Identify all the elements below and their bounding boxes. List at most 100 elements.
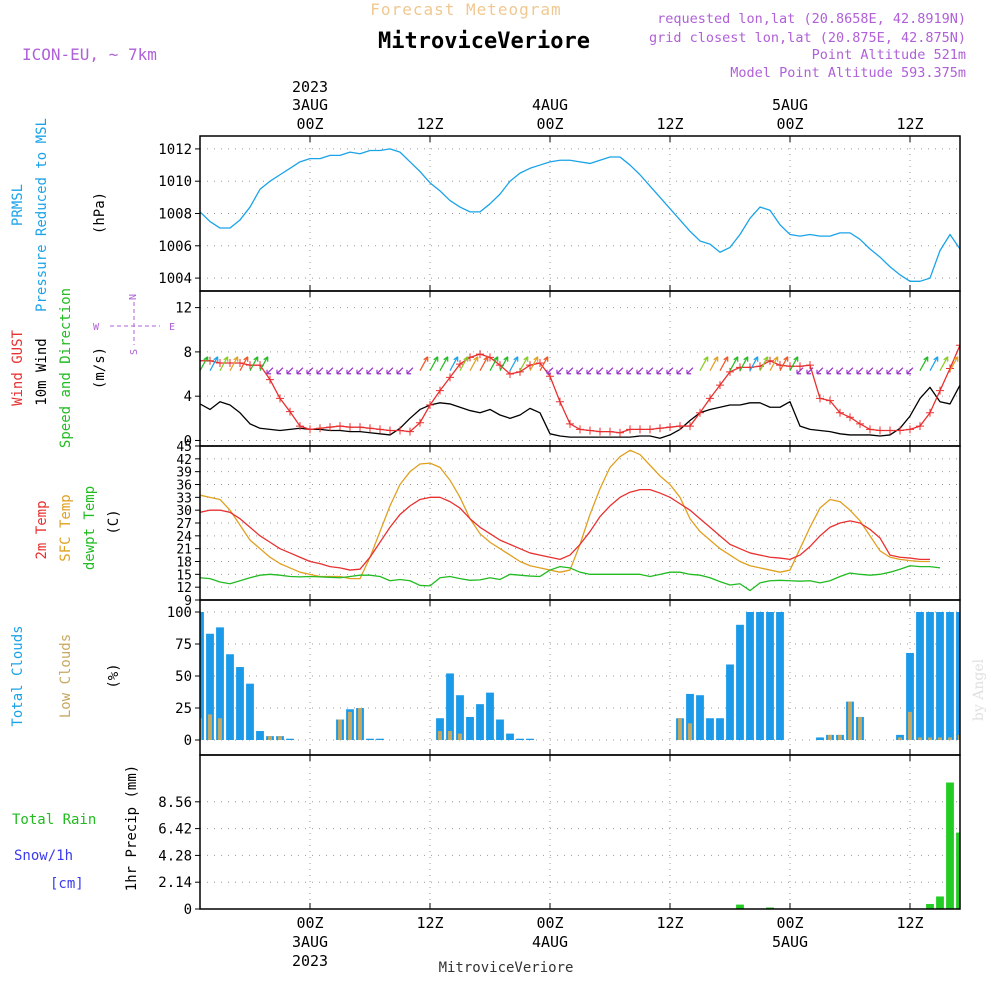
wind-arrow	[606, 367, 614, 375]
wind-gust-marker	[346, 423, 354, 432]
wind-arrow	[676, 367, 684, 375]
cloud-low-bar	[358, 708, 362, 740]
y-tick-label: 75	[175, 637, 192, 653]
wind-arrow	[449, 356, 459, 372]
wind-gust-marker	[866, 425, 874, 434]
date-label-bottom: 4AUG	[532, 933, 568, 951]
wind-arrow	[249, 356, 259, 372]
cloud-total-bar	[206, 633, 214, 740]
precip-bar	[946, 782, 954, 909]
wind-gust-marker	[896, 426, 904, 435]
data-layer	[200, 148, 978, 909]
y-tick-label: 18	[176, 556, 192, 571]
y-tick-label: 45	[176, 440, 192, 455]
wind-gust-marker	[266, 375, 274, 384]
wind-arrow	[229, 356, 239, 372]
y-tick-label: 6.42	[158, 822, 192, 838]
cloud-low-bar	[838, 734, 842, 740]
cloud-total-bar	[466, 716, 474, 740]
cloud-total-bar	[926, 612, 934, 740]
wind-arrow	[796, 367, 804, 375]
wind-gust-marker	[216, 358, 224, 367]
footer-location: MitroviceVeriore	[439, 960, 574, 976]
cloud-total-bar	[906, 652, 914, 740]
cloud-low-bar	[458, 733, 462, 740]
y-tick-label: 33	[176, 491, 192, 506]
wind-gust-marker	[846, 413, 854, 422]
date-label-top: 5AUG	[772, 96, 808, 114]
precip-snow-label: Snow/1h	[14, 848, 73, 864]
time-label-bottom: 00Z	[536, 914, 563, 932]
y-tick-label: 27	[176, 517, 192, 532]
wind-10m-label: 10m Wind	[34, 338, 50, 405]
wind-arrow	[959, 369, 960, 371]
y-tick-label: 8.56	[158, 795, 192, 811]
wind-gust-marker	[226, 358, 234, 367]
time-label-top: 00Z	[536, 115, 563, 133]
wind-arrow	[896, 367, 904, 375]
wind-gust-marker	[200, 356, 204, 365]
pressure-label-desc: Pressure Reduced to MSL	[34, 118, 50, 312]
wind-arrow	[906, 367, 914, 375]
y-tick-label: 1012	[158, 142, 192, 158]
wind-gust-marker	[436, 386, 444, 395]
cloud-total-bar	[456, 695, 464, 740]
wind-arrow	[386, 367, 394, 375]
cloud-low-bar	[218, 718, 222, 740]
wind-arrow	[266, 367, 274, 375]
cloud-total-bar	[216, 627, 224, 740]
cloud-low-bar	[338, 719, 342, 740]
cloud-low-bar	[438, 731, 442, 740]
wind-arrow	[366, 367, 374, 375]
wind-arrow	[306, 367, 314, 375]
cloud-total-bar	[286, 738, 294, 740]
wind-arrow	[970, 357, 978, 371]
wind-gust-marker	[616, 428, 624, 437]
wind-gust-marker	[956, 341, 960, 350]
wind-arrow	[656, 367, 664, 375]
cloud-total-bar	[200, 612, 204, 740]
compass-rose: N S W E	[93, 294, 175, 355]
wind-arrow	[636, 367, 644, 375]
wind-arrow	[296, 367, 304, 375]
wind-gust-marker	[476, 350, 484, 359]
closest-coords: grid closest lon,lat (20.875E, 42.875N)	[649, 30, 966, 46]
temp-dew-label: dewpt Temp	[82, 486, 98, 570]
precip-bar	[956, 832, 960, 909]
wind-arrow	[806, 367, 814, 375]
wind-gust-marker	[356, 423, 364, 432]
wind-gust-marker	[876, 426, 884, 435]
pressure-label-unit: (hPa)	[92, 192, 108, 234]
panel-frame-clouds	[199, 599, 961, 756]
wind-arrow	[489, 356, 499, 372]
wind-gust-marker	[406, 427, 414, 436]
wind-arrow	[856, 367, 864, 375]
cloud-low-bar	[918, 737, 922, 740]
year-label-top: 2023	[292, 78, 328, 96]
cloud-low-bar	[348, 711, 352, 740]
wind-arrow	[509, 356, 519, 372]
wind-arrow	[469, 356, 479, 372]
cloud-total-bar	[816, 737, 824, 740]
wind-gust-marker	[946, 364, 954, 373]
y-tick-label: 12	[176, 581, 192, 596]
wind-gust-marker	[706, 394, 714, 403]
wind-arrow	[789, 356, 799, 372]
wind-gust-marker	[926, 408, 934, 417]
time-label-bottom: 12Z	[896, 914, 923, 932]
wind-arrow	[749, 356, 759, 372]
wind-gust-marker	[426, 401, 434, 410]
cloud-low-bar	[948, 737, 952, 740]
chart-subtitle: Forecast Meteogram	[370, 0, 561, 19]
wind-arrow	[646, 367, 654, 375]
wind-gust-marker	[446, 373, 454, 382]
compass-n: N	[128, 294, 139, 300]
wind-arrow	[929, 356, 939, 372]
wind-dir-label: Speed and Direction	[58, 288, 74, 448]
wind-unit-label: (m/s)	[92, 347, 108, 389]
wind-arrow	[259, 356, 269, 372]
wind-arrow	[729, 356, 739, 372]
wind-gust-marker	[936, 386, 944, 395]
y-tick-label: 24	[176, 530, 192, 545]
